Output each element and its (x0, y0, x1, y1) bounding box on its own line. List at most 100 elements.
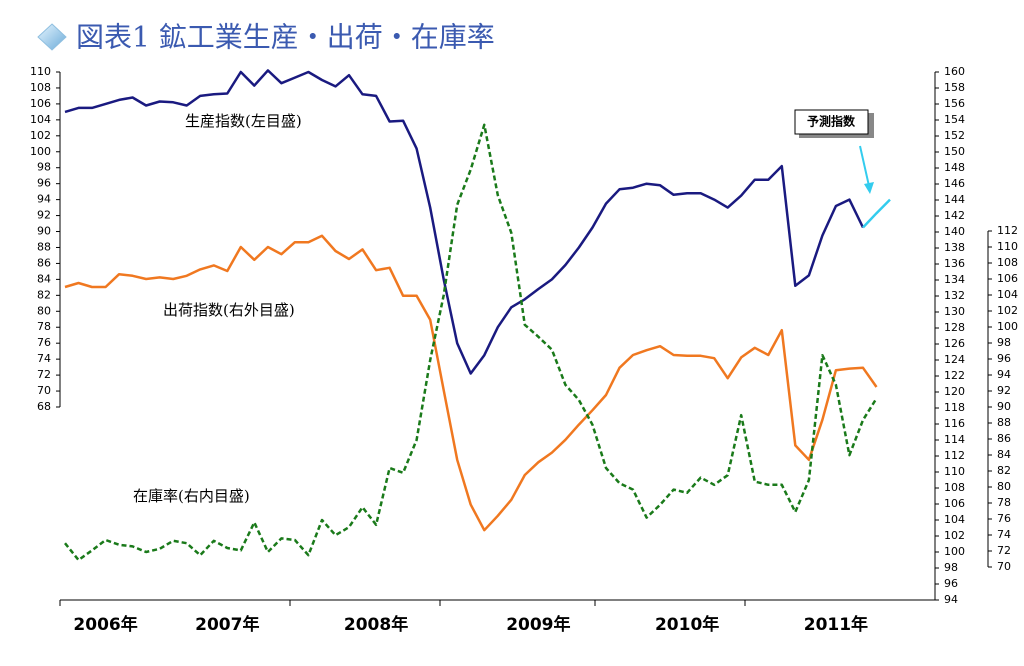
y-tick-label: 74 (37, 352, 51, 365)
y-tick-label: 94 (944, 593, 958, 606)
callout-arrowhead (864, 182, 874, 194)
y-tick-label: 124 (944, 353, 965, 366)
series-line (64, 69, 865, 375)
title-icon (37, 23, 67, 51)
y-tick-label: 98 (997, 336, 1011, 349)
y-tick-label: 108 (997, 256, 1018, 269)
y-tick-label: 110 (997, 240, 1018, 253)
series-label: 在庫率(右内目盛) (133, 487, 250, 505)
y-tick-label: 126 (944, 337, 965, 350)
y-tick-label: 88 (997, 416, 1011, 429)
y-tick-label: 114 (944, 433, 965, 446)
y-tick-label: 112 (997, 224, 1018, 237)
y-tick-label: 104 (944, 513, 965, 526)
y-tick-label: 70 (37, 384, 51, 397)
y-tick-label: 106 (997, 272, 1018, 285)
y-tick-label: 102 (30, 129, 51, 142)
y-tick-label: 142 (944, 209, 965, 222)
x-tick-label: 2011年 (804, 614, 868, 635)
x-tick-label: 2008年 (344, 614, 408, 635)
y-tick-label: 88 (37, 240, 51, 253)
y-tick-label: 100 (944, 545, 965, 558)
x-tick-label: 2010年 (655, 614, 719, 635)
y-tick-label: 132 (944, 289, 965, 302)
y-tick-label: 118 (944, 401, 965, 414)
y-tick-label: 112 (944, 449, 965, 462)
y-tick-label: 98 (944, 561, 958, 574)
y-tick-label: 82 (997, 464, 1011, 477)
series-label: 出荷指数(右外目盛) (163, 301, 295, 319)
y-tick-label: 116 (944, 417, 965, 430)
y-tick-label: 102 (997, 304, 1018, 317)
chart-title: 図表1 鉱工業生産・出荷・在庫率 (76, 21, 495, 54)
y-tick-label: 96 (997, 352, 1011, 365)
y-tick-label: 150 (944, 145, 965, 158)
year-dividers (59, 600, 746, 606)
y-tick-label: 130 (944, 305, 965, 318)
y-tick-label: 98 (37, 161, 51, 174)
y-tick-label: 70 (997, 560, 1011, 573)
y-tick-label: 128 (944, 321, 965, 334)
callout-arrow (859, 145, 870, 187)
y-tick-label: 80 (37, 304, 51, 317)
y-tick-label: 74 (997, 528, 1011, 541)
y-tick-label: 92 (997, 384, 1011, 397)
y-tick-label: 154 (944, 113, 965, 126)
series-line (862, 198, 891, 229)
y-tick-label: 146 (944, 177, 965, 190)
y-tick-label: 102 (944, 529, 965, 542)
x-tick-label: 2006年 (73, 614, 137, 635)
y-tick-label: 68 (37, 400, 51, 413)
y-tick-label: 148 (944, 161, 965, 174)
y-tick-label: 106 (30, 97, 51, 110)
y-tick-label: 96 (944, 577, 958, 590)
y-tick-label: 86 (997, 432, 1011, 445)
y-tick-label: 122 (944, 369, 965, 382)
y-tick-label: 108 (944, 481, 965, 494)
y-tick-label: 110 (944, 465, 965, 478)
y-tick-label: 140 (944, 225, 965, 238)
callout-label: 予測指数 (807, 114, 856, 129)
y-tick-label: 158 (944, 81, 965, 94)
y-tick-label: 104 (30, 113, 51, 126)
y-tick-label: 90 (997, 400, 1011, 413)
y-tick-label: 152 (944, 129, 965, 142)
y-tick-label: 138 (944, 241, 965, 254)
y-tick-label: 72 (37, 368, 51, 381)
y-tick-label: 90 (37, 225, 51, 238)
y-tick-label: 72 (997, 544, 1011, 557)
y-tick-label: 80 (997, 480, 1011, 493)
y-tick-label: 78 (997, 496, 1011, 509)
y-tick-label: 104 (997, 288, 1018, 301)
y-tick-label: 144 (944, 193, 965, 206)
y-tick-label: 110 (30, 65, 51, 78)
y-tick-label: 134 (944, 273, 965, 286)
y-tick-label: 82 (37, 288, 51, 301)
y-tick-label: 84 (997, 448, 1011, 461)
y-tick-label: 86 (37, 256, 51, 269)
y-tick-label: 96 (37, 177, 51, 190)
y-tick-label: 76 (997, 512, 1011, 525)
y-tick-label: 100 (997, 320, 1018, 333)
callout-box (794, 109, 869, 135)
x-tick-label: 2009年 (506, 614, 570, 635)
x-tick-label: 2007年 (195, 614, 259, 635)
y-tick-label: 76 (37, 336, 51, 349)
y-tick-label: 94 (37, 193, 51, 206)
y-tick-label: 78 (37, 320, 51, 333)
y-tick-label: 100 (30, 145, 51, 158)
y-tick-label: 106 (944, 497, 965, 510)
series-label: 生産指数(左目盛) (185, 112, 302, 130)
series-line (64, 123, 878, 562)
y-tick-label: 108 (30, 81, 51, 94)
y-tick-label: 94 (997, 368, 1011, 381)
y-tick-label: 156 (944, 97, 965, 110)
y-tick-label: 92 (37, 209, 51, 222)
series-line (64, 234, 878, 532)
y-tick-label: 84 (37, 272, 51, 285)
y-tick-label: 136 (944, 257, 965, 270)
y-tick-label: 120 (944, 385, 965, 398)
y-tick-label: 160 (944, 65, 965, 78)
